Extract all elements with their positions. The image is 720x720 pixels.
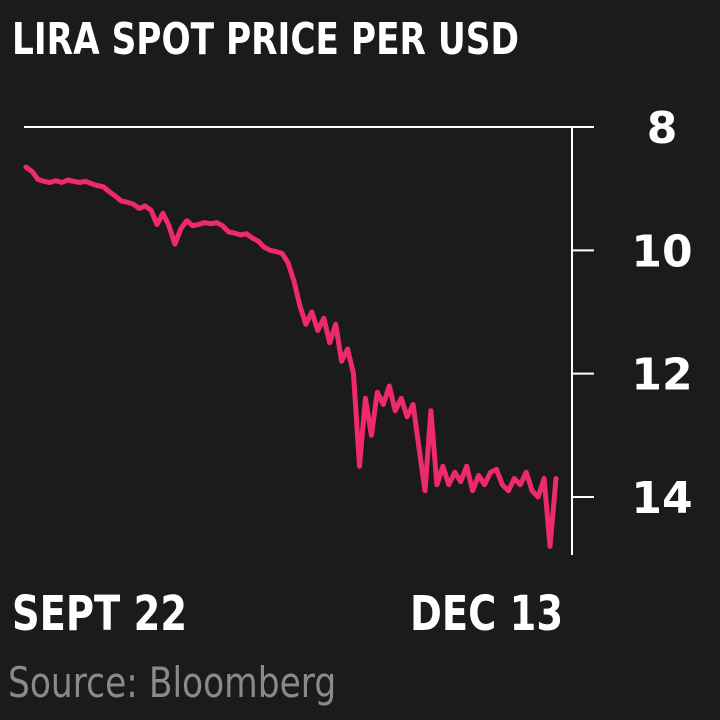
y-tick-label: 14 <box>631 473 692 524</box>
x-axis-start-label: SEPT 22 <box>12 586 188 642</box>
series-line <box>23 164 559 549</box>
source-note: Source: Bloomberg <box>8 658 337 707</box>
x-axis-end-label: DEC 13 <box>410 586 564 642</box>
y-axis-ticks: 8 10 12 14 <box>572 103 693 524</box>
chart-title: LIRA SPOT PRICE PER USD <box>12 14 519 65</box>
y-tick-label: 8 <box>647 103 678 154</box>
y-tick-label: 12 <box>631 350 692 401</box>
y-tick-label: 10 <box>631 226 692 277</box>
